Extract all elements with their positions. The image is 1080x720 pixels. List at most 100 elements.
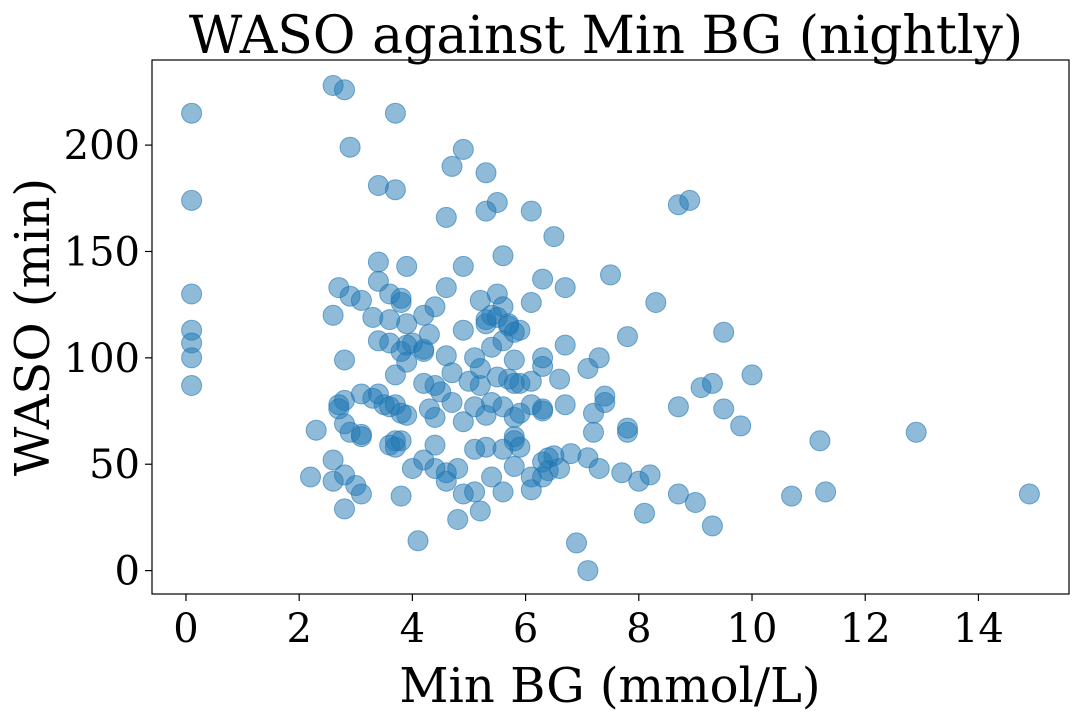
data-point-176 bbox=[611, 462, 633, 484]
data-points bbox=[181, 75, 1040, 582]
data-point-178 bbox=[639, 464, 661, 486]
data-point-193 bbox=[577, 560, 599, 582]
data-point-175 bbox=[588, 458, 610, 479]
data-point-181 bbox=[701, 515, 723, 537]
data-point-10 bbox=[339, 136, 361, 158]
data-point-18 bbox=[486, 192, 508, 213]
data-point-23 bbox=[492, 245, 514, 267]
data-point-39 bbox=[424, 296, 446, 318]
data-point-105 bbox=[396, 404, 418, 426]
data-point-186 bbox=[1018, 483, 1040, 505]
data-point-11 bbox=[452, 138, 474, 160]
data-point-179 bbox=[667, 483, 689, 505]
data-point-174 bbox=[549, 458, 571, 479]
y-tick-label: 200 bbox=[64, 123, 140, 169]
data-point-166 bbox=[464, 481, 486, 503]
data-point-124 bbox=[594, 392, 616, 413]
data-point-183 bbox=[809, 430, 831, 452]
data-point-90 bbox=[549, 368, 571, 390]
data-point-9 bbox=[384, 102, 406, 124]
data-point-1 bbox=[181, 189, 203, 211]
data-point-74 bbox=[554, 334, 576, 356]
data-point-33 bbox=[350, 289, 372, 311]
data-point-120 bbox=[532, 400, 554, 422]
x-tick-label: 14 bbox=[953, 606, 1004, 652]
data-point-67 bbox=[413, 341, 435, 362]
data-point-37 bbox=[390, 292, 412, 313]
data-point-128 bbox=[713, 398, 735, 420]
data-point-44 bbox=[520, 292, 542, 313]
data-point-6 bbox=[181, 375, 203, 396]
data-point-158 bbox=[390, 485, 412, 507]
x-tick-label: 4 bbox=[400, 606, 425, 652]
x-tick-label: 6 bbox=[513, 606, 538, 652]
y-tick-label: 150 bbox=[64, 229, 140, 275]
x-tick-label: 2 bbox=[286, 606, 311, 652]
data-point-91 bbox=[577, 358, 599, 379]
data-point-111 bbox=[452, 411, 474, 433]
data-point-88 bbox=[520, 370, 542, 392]
data-point-0 bbox=[181, 102, 203, 124]
data-point-191 bbox=[407, 530, 429, 552]
data-point-152 bbox=[322, 449, 344, 471]
data-point-40 bbox=[435, 277, 457, 299]
data-point-150 bbox=[583, 421, 604, 443]
plot-frame bbox=[151, 59, 1070, 595]
data-point-72 bbox=[503, 349, 525, 371]
data-point-129 bbox=[730, 415, 752, 437]
data-point-185 bbox=[905, 421, 927, 443]
data-point-164 bbox=[447, 458, 469, 479]
data-point-76 bbox=[334, 349, 355, 371]
data-point-121 bbox=[554, 394, 576, 416]
data-point-169 bbox=[503, 455, 525, 477]
data-point-89 bbox=[532, 355, 554, 377]
data-point-29 bbox=[554, 277, 576, 299]
data-point-137 bbox=[384, 436, 406, 458]
data-point-190 bbox=[634, 502, 655, 524]
data-point-167 bbox=[481, 466, 503, 488]
data-point-45 bbox=[322, 304, 344, 326]
data-point-13 bbox=[384, 179, 406, 201]
data-point-126 bbox=[617, 421, 638, 443]
x-axis-label: Min BG (mmol/L) bbox=[399, 658, 820, 714]
data-point-133 bbox=[350, 426, 372, 448]
data-point-14 bbox=[441, 155, 463, 177]
data-point-144 bbox=[509, 436, 531, 458]
x-tick-label: 12 bbox=[840, 606, 891, 652]
data-point-192 bbox=[566, 532, 587, 554]
data-point-26 bbox=[452, 255, 474, 277]
data-point-127 bbox=[667, 396, 689, 418]
data-point-2 bbox=[181, 283, 203, 305]
data-point-151 bbox=[305, 419, 327, 441]
data-point-20 bbox=[543, 226, 565, 248]
data-point-59 bbox=[617, 326, 638, 348]
chart-title: WASO against Min BG (nightly) bbox=[189, 6, 1023, 66]
y-tick-label: 0 bbox=[115, 549, 140, 595]
y-axis-label: WASO (min) bbox=[5, 178, 61, 476]
data-point-108 bbox=[424, 406, 446, 428]
x-tick-label: 0 bbox=[173, 606, 198, 652]
axis-ticks: 0 2 4 6 8 10 12 14 0 50 100 150 200 bbox=[64, 123, 1004, 652]
data-point-60 bbox=[713, 321, 735, 343]
y-tick-label: 50 bbox=[89, 442, 140, 488]
data-point-19 bbox=[520, 200, 542, 222]
data-point-110 bbox=[441, 392, 463, 413]
data-point-83 bbox=[469, 358, 491, 379]
data-point-24 bbox=[367, 251, 389, 273]
data-point-93 bbox=[701, 372, 723, 394]
data-point-157 bbox=[350, 483, 372, 505]
data-point-71 bbox=[492, 330, 514, 352]
y-tick-label: 100 bbox=[64, 336, 140, 382]
data-point-30 bbox=[645, 292, 667, 313]
data-point-184 bbox=[815, 481, 837, 503]
data-point-94 bbox=[741, 364, 763, 386]
data-point-106 bbox=[413, 372, 435, 394]
data-point-27 bbox=[532, 268, 554, 290]
data-point-153 bbox=[300, 466, 321, 488]
data-point-22 bbox=[679, 189, 701, 211]
data-point-5 bbox=[181, 347, 203, 369]
data-point-28 bbox=[600, 264, 621, 286]
data-point-188 bbox=[447, 509, 469, 530]
